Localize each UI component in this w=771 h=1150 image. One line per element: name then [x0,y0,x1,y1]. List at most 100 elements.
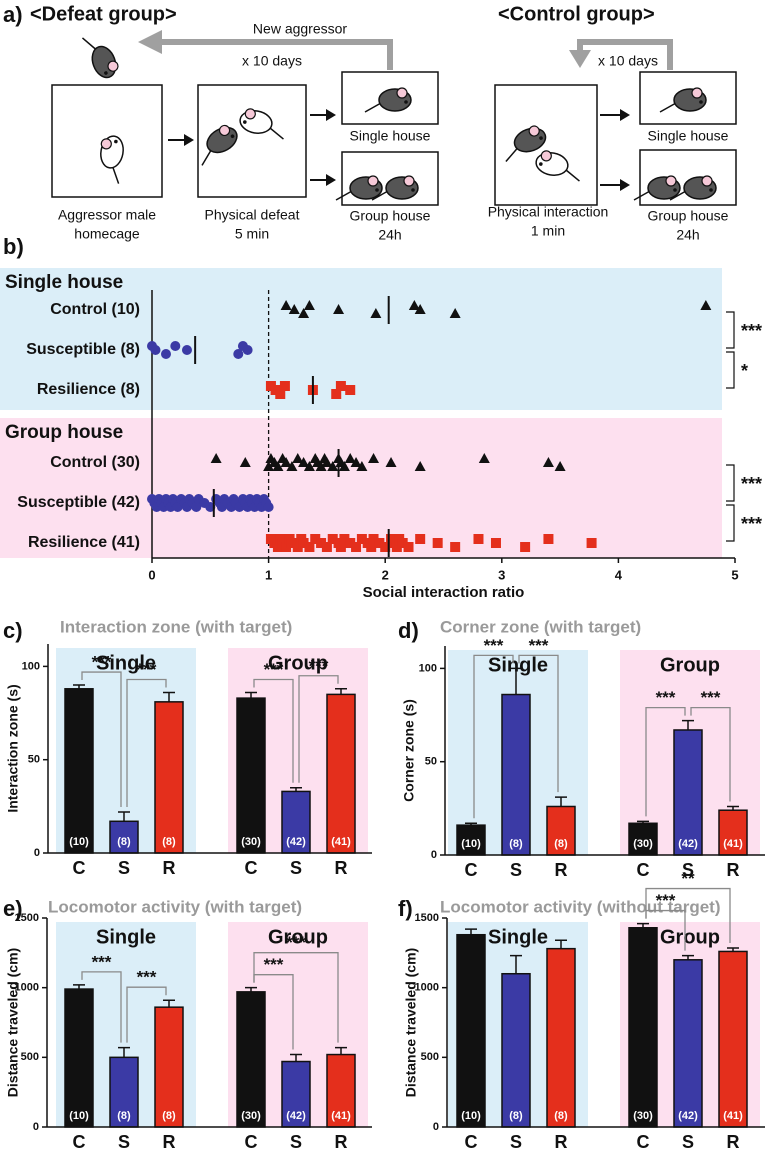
significance-bracket [81,971,122,1043]
bar [64,988,94,1128]
group-name: Group [268,926,328,948]
point [321,457,333,467]
category-label: R [163,858,176,878]
n-label: (41) [331,1110,351,1122]
mouse [364,87,412,113]
row-label: Resilience (41) [28,534,140,551]
bar [154,1006,184,1128]
point [385,457,397,467]
category-label: C [245,858,258,878]
point [490,538,501,548]
repeat-label: x 10 days [598,53,658,69]
point [272,461,284,471]
n-label: (41) [331,836,351,848]
outcome-label: Group house [648,208,729,224]
cage [494,84,598,206]
point [335,381,346,391]
bar [326,1053,356,1128]
point [298,308,310,318]
group-title: Group house [5,422,123,443]
mouse-ear [244,108,256,120]
bar [673,959,703,1128]
bar [673,729,703,856]
point [242,345,253,355]
mouse [659,87,707,113]
n-label: (30) [633,838,653,850]
n-label: (8) [554,838,568,850]
significance-label: *** [264,660,284,679]
error-bar [245,691,257,699]
error-bar [290,1053,302,1062]
error-bar [637,922,649,928]
point [315,461,327,471]
n-label: (30) [241,1110,261,1122]
point [298,457,310,467]
point [160,349,171,359]
point [403,542,414,552]
mouse-tail [371,190,389,201]
mouse-eye [114,139,118,144]
y-tick-label: 100 [419,662,437,674]
significance-label: *** [286,933,306,952]
mouse-eye [404,100,408,104]
mouse-ear [396,87,408,99]
arrow-head [184,134,194,146]
point [554,461,566,471]
point [543,534,554,544]
category-label: S [510,1132,522,1150]
arrow-head [620,179,630,191]
point [280,457,292,467]
significance-bracket [726,351,735,389]
point [368,453,380,463]
error-bar [682,954,694,960]
mouse-eye [539,136,543,140]
mouse-ear [218,124,231,137]
point [321,542,332,552]
mouse-tail [111,166,120,184]
bar [546,947,576,1128]
step-label: 5 min [235,226,269,242]
row-label: Control (30) [50,454,140,471]
category-label: S [682,860,694,880]
panel-label: b) [3,234,24,259]
step-label: homecage [74,226,140,242]
bar [501,972,531,1128]
category-label: R [555,860,568,880]
chart-title: Corner zone (with target) [440,617,641,636]
arrow-head [326,174,336,186]
significance-label: *** [656,891,676,910]
point [304,542,315,552]
strip-chart: b) Single house Control (10) Susceptible (8… [0,234,762,601]
group-title: <Defeat group> [30,3,177,25]
significance-label: *** [92,653,112,672]
n-label: (10) [69,836,89,848]
y-tick-label: 50 [425,756,437,768]
point [333,304,345,314]
n-label: (10) [461,1110,481,1122]
mouse [201,124,238,166]
bar [456,933,486,1128]
category-label: R [727,860,740,880]
mouse-body [206,126,238,154]
mouse-tail [659,102,677,113]
n-label: (10) [461,838,481,850]
point [356,461,368,471]
category-label: R [335,858,348,878]
error-bar [510,667,522,695]
significance-label: *** [137,660,157,679]
arrow-head [326,109,336,121]
category-label: C [73,858,86,878]
group-background [0,268,722,410]
category-label: R [727,1132,740,1150]
x-tick-label: 1 [265,567,272,582]
point [366,542,377,552]
loop-arrow [160,39,393,70]
arrow-head [569,50,591,68]
category-label: R [335,1132,348,1150]
significance-label: *** [656,688,676,707]
repeat-label: x 10 days [242,53,302,69]
category-label: S [510,860,522,880]
point [356,534,367,544]
x-tick-label: 5 [731,567,738,582]
point [327,534,338,544]
